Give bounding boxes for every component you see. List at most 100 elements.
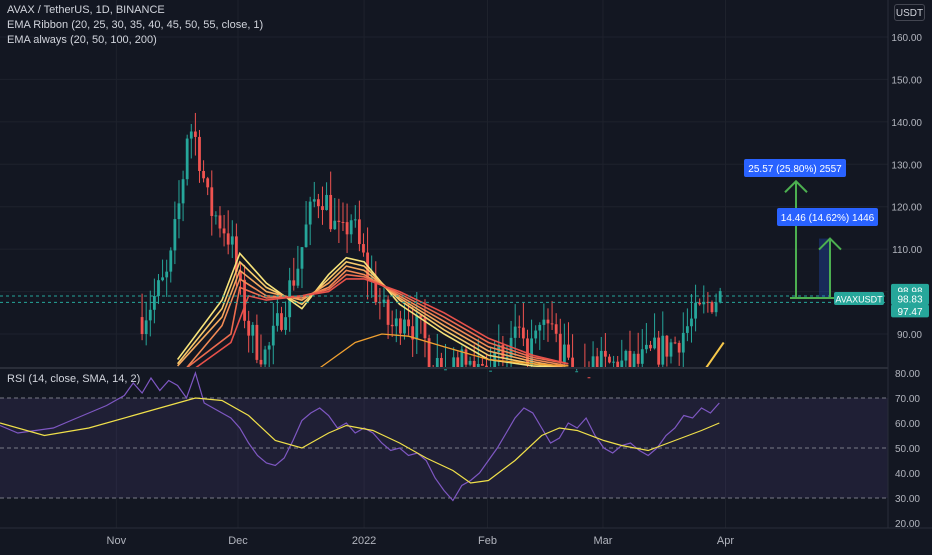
candle-body (152, 296, 156, 310)
measure-short-label: 14.46 (14.62%) 1446 (781, 213, 875, 224)
candle-body (694, 302, 697, 319)
candle-body (489, 370, 492, 372)
candle-body (243, 279, 246, 321)
candle-body (464, 349, 468, 365)
candle-body (665, 335, 669, 357)
ema-slow-line (319, 333, 569, 369)
candle-body (394, 318, 398, 327)
currency-button[interactable]: USDT (894, 4, 925, 21)
price-tag-high: 98.98 (897, 286, 922, 297)
candle-body (230, 236, 234, 245)
candle-body (636, 353, 640, 364)
candle-body (661, 335, 665, 365)
candle-body (526, 338, 529, 366)
rsi-tick-label: 80.00 (895, 369, 920, 380)
symbol-title: AVAX / TetherUS, 1D, BINANCE (7, 4, 165, 16)
rsi-line (0, 371, 720, 502)
price-tick-label: 130.00 (891, 160, 922, 171)
candle-body (247, 320, 251, 336)
ema-ribbon-line (176, 260, 569, 369)
candle-body (513, 326, 517, 338)
measure-short-area (819, 238, 831, 298)
candle-body (165, 271, 169, 278)
candle-body (677, 342, 681, 353)
candle-body (595, 356, 599, 368)
candle-body (255, 324, 259, 360)
candle-body (698, 302, 702, 305)
candle-body (222, 228, 226, 234)
candle-body (620, 360, 624, 368)
price-tag-low-box (891, 304, 929, 318)
candle-body (657, 337, 661, 365)
candle-body (706, 301, 710, 303)
candle-body (714, 302, 718, 313)
rsi-tick-label: 20.00 (895, 519, 920, 530)
candle-body (685, 326, 689, 333)
ema-recent-line (705, 341, 725, 369)
candle-body (296, 268, 300, 286)
candle-body (558, 333, 562, 363)
symbol-tag: AVAXUSDT (835, 294, 883, 304)
time-tick-label: Feb (478, 535, 497, 547)
candle-body (173, 219, 177, 251)
candle-body (476, 363, 480, 368)
candle-body (214, 215, 218, 217)
candle-body (419, 315, 423, 318)
candle-body (140, 317, 144, 335)
candle-body (411, 326, 415, 340)
time-tick-label: 2022 (352, 535, 376, 547)
candle-body (640, 349, 644, 364)
candle-body (280, 313, 283, 330)
candle-body (480, 363, 484, 366)
price-tag-last-box (891, 291, 929, 305)
candle-body (161, 277, 164, 281)
rsi-legend[interactable]: RSI (14, close, SMA, 14, 2) (7, 373, 141, 385)
candle-body (521, 327, 525, 339)
candle-body (234, 236, 238, 272)
candle-body (267, 345, 271, 350)
candle-body (157, 280, 160, 297)
time-tick-label: Nov (107, 535, 127, 547)
candle-body (177, 203, 181, 220)
candle-body (251, 324, 255, 336)
candle-body (337, 220, 341, 222)
candle-body (546, 319, 550, 324)
price-tick-label: 90.00 (897, 330, 922, 341)
candle-body (624, 350, 628, 361)
candle-body (390, 324, 394, 327)
candle-body (439, 358, 443, 368)
candle-body (673, 342, 677, 344)
candle-body (284, 317, 287, 330)
candle-body (530, 338, 533, 366)
candle-body (653, 337, 656, 349)
candle-body (599, 350, 603, 368)
candle-body (628, 350, 632, 368)
candle-body (271, 325, 275, 346)
candle-body (472, 360, 476, 368)
candle-body (608, 356, 611, 363)
candle-body (321, 206, 324, 210)
candle-body (571, 357, 574, 368)
candle-body (632, 353, 636, 368)
price-tick-label: 120.00 (891, 203, 922, 214)
candle-body (591, 356, 595, 368)
candle-body (382, 299, 386, 304)
candle-body (226, 233, 230, 245)
candle-body (403, 319, 406, 334)
candle-body (325, 194, 328, 210)
measure-long-arrow-head (784, 179, 808, 193)
candle-body (198, 136, 201, 171)
candle-body (148, 309, 152, 321)
price-tick-label: 150.00 (891, 75, 922, 86)
symbol-tag-box (834, 291, 884, 305)
ema-always-legend[interactable]: EMA always (20, 50, 100, 200) (7, 34, 157, 46)
candle-body (210, 187, 214, 216)
candle-body (169, 250, 173, 272)
time-tick-label: Dec (228, 535, 248, 547)
candle-body (374, 277, 378, 303)
ema-ribbon-legend[interactable]: EMA Ribbon (20, 25, 30, 35, 40, 45, 50, … (7, 19, 264, 31)
candle-body (485, 365, 488, 368)
candle-body (534, 330, 538, 339)
